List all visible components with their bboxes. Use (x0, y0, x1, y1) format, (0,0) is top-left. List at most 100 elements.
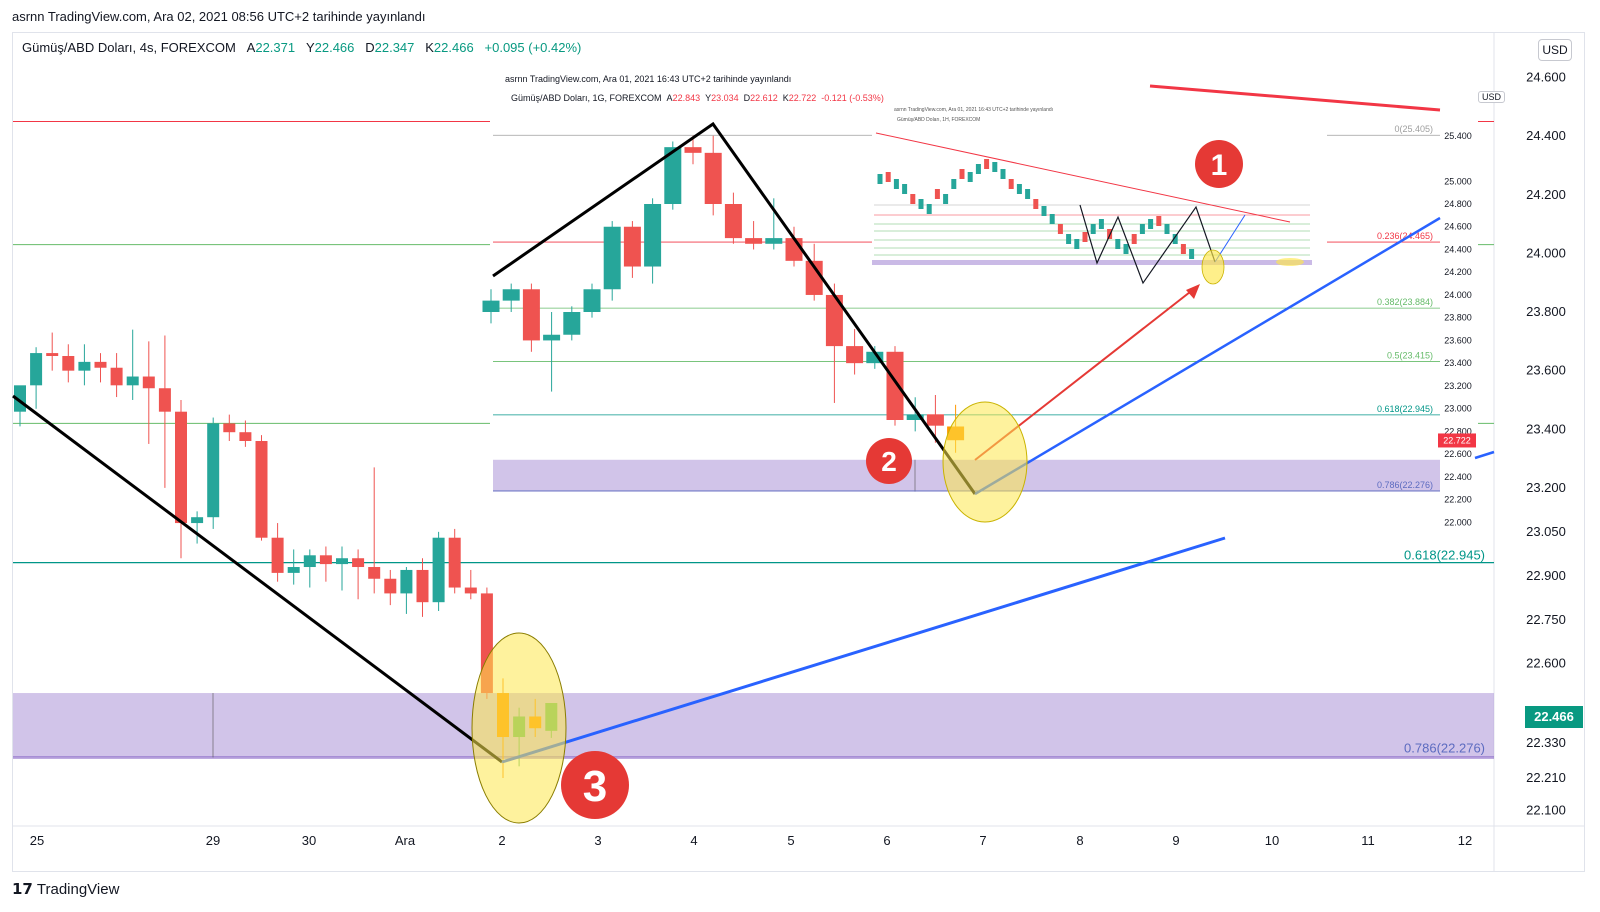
candle-body (46, 353, 59, 357)
inset-candle-body (805, 260, 823, 295)
x-tick-label: 7 (979, 833, 986, 848)
thumbnail-candle (1016, 184, 1022, 194)
thumbnail-candle (877, 174, 883, 184)
thumbnail-zone (872, 260, 1312, 265)
main-up-projection (501, 536, 1226, 764)
candle-body (62, 356, 75, 371)
thumbnail-candle (1041, 206, 1047, 216)
thumbnail-candle (885, 172, 891, 182)
y-tick-label: 22.600 (1526, 656, 1566, 671)
inset-fib-label: 0.618(22.945) (1377, 404, 1433, 414)
candle-body (239, 432, 252, 441)
x-tick-label: Ara (395, 833, 416, 848)
high-value: 22.466 (314, 40, 355, 55)
y-tick-label: 22.100 (1526, 802, 1566, 817)
candle-body (223, 423, 236, 433)
open-value: 22.371 (255, 40, 296, 55)
candle-body (78, 361, 91, 371)
x-tick-label: 11 (1361, 833, 1375, 848)
inset-candle-body (522, 289, 540, 341)
candle-body (30, 353, 43, 386)
inset-candle-body (664, 147, 682, 204)
inset-close-label: K (782, 93, 789, 103)
marker-number: 2 (881, 446, 897, 477)
thumbnail-candle (910, 194, 916, 204)
candle-body (126, 376, 139, 386)
symbol-legend[interactable]: Gümüş/ABD Doları, 4s, FOREXCOM A22.371 Y… (22, 40, 581, 55)
thumbnail-candle (1057, 224, 1063, 234)
inset-resistance-line (1149, 84, 1441, 112)
candle-body (432, 537, 445, 603)
low-label: D (365, 40, 375, 55)
thumbnail-candle (934, 189, 940, 199)
inset-y-tick-label: 22.400 (1444, 472, 1472, 482)
inset-fib-label: 0(25.405) (1394, 124, 1433, 134)
candle-body (255, 441, 268, 538)
inset-low-value: 22.612 (750, 93, 778, 103)
candle-body (464, 587, 477, 594)
candle-body (303, 555, 316, 568)
tradingview-logo[interactable]: 17 TradingView (12, 880, 119, 898)
candle-body (368, 567, 381, 579)
inset-highlight-ellipse (942, 401, 1028, 523)
currency-button[interactable]: USD (1538, 39, 1572, 61)
thumbnail-candle (984, 159, 990, 169)
thumbnail-legend: Gümüş/ABD Doları, 1H, FOREXCOM (897, 117, 981, 123)
thumbnail-candle (1172, 234, 1178, 244)
x-tick-label: 12 (1458, 833, 1472, 848)
red-arrow-head (1186, 284, 1200, 299)
candle-body (416, 569, 429, 603)
inset-candle-body (886, 351, 904, 420)
thumbnail-candle (1115, 239, 1121, 249)
inset-thumbnail-chart (872, 103, 1327, 288)
thumbnail-candle (1131, 234, 1137, 244)
inset-candle-body (482, 300, 500, 312)
thumbnail-candle (951, 179, 957, 189)
main-down-trendline (12, 394, 503, 764)
change-value: +0.095 (+0.42%) (484, 40, 582, 55)
inset-currency-badge: USD (1478, 91, 1506, 103)
x-tick-label: 4 (690, 833, 697, 848)
inset-candle-body (603, 226, 621, 290)
inset-y-tick-label: 24.400 (1444, 244, 1472, 254)
inset-zigzag (492, 121, 977, 495)
marker-circle (866, 438, 912, 484)
thumbnail-candle (1000, 169, 1006, 179)
thumbnail-candle (1189, 249, 1195, 259)
candle-body (207, 423, 220, 518)
thumbnail-candle (1148, 219, 1154, 229)
thumbnail-candle (1164, 224, 1170, 234)
inset-y-tick-label: 25.400 (1444, 131, 1472, 141)
candle-body (287, 567, 300, 573)
inset-up-projection (974, 216, 1441, 496)
thumbnail-candle (918, 199, 924, 209)
inset-y-tick-label: 22.800 (1444, 426, 1472, 436)
thumbnail-candle (959, 169, 965, 179)
inset-candle-body (583, 289, 601, 312)
inset-y-tick-label: 25.000 (1444, 176, 1472, 186)
candle-body (158, 388, 171, 412)
inset-candle-body (644, 204, 662, 267)
annotation-overlay: 1 2 3 (12, 84, 1495, 824)
x-tick-label: 9 (1172, 833, 1179, 848)
x-tick-label: 6 (883, 833, 890, 848)
inset-candle-body (906, 414, 924, 420)
inset-candle-body (704, 152, 722, 204)
x-tick-label: 30 (302, 833, 316, 848)
thumbnail-highlight-small (1276, 258, 1304, 266)
candle-body (319, 555, 332, 565)
inset-candle-body (745, 238, 763, 244)
inset-publish-caption: asrnn TradingView.com, Ara 01, 2021 16:4… (505, 74, 792, 84)
inset-y-tick-label: 23.000 (1444, 404, 1472, 414)
inset-candle-body (825, 294, 843, 347)
inset-close-value: 22.722 (788, 93, 817, 103)
thumbnail-candle (992, 162, 998, 172)
y-tick-label: 24.400 (1526, 128, 1566, 143)
thumbnail-zigzag (1079, 204, 1216, 285)
thumbnail-caption: asrnn TradingView.com, Ara 01, 2021 16:4… (894, 107, 1054, 113)
inset-high-value: 23.034 (711, 93, 739, 103)
candle-body (400, 569, 413, 594)
tradingview-logo-icon: 17 (12, 880, 33, 898)
inset-candle-body (724, 204, 742, 239)
